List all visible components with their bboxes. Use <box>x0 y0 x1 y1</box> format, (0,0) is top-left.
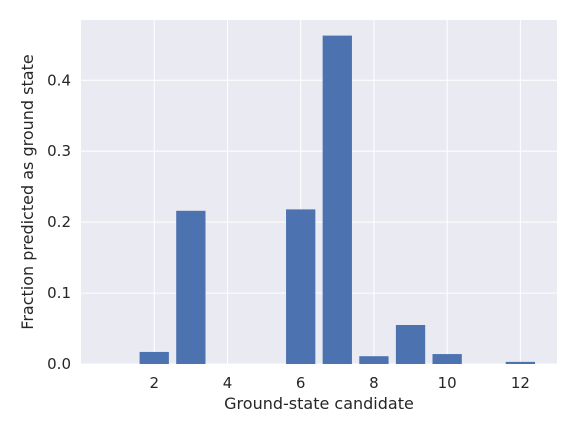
y-tick-label: 0.1 <box>47 284 71 302</box>
x-tick-labels: 2 4 6 8 10 12 <box>149 374 529 392</box>
y-axis-label: Fraction predicted as ground state <box>18 54 37 329</box>
bar-3 <box>176 210 206 364</box>
x-axis-label: Ground-state candidate <box>224 394 414 413</box>
y-tick-label: 0.0 <box>47 355 71 373</box>
x-tick-label: 12 <box>511 374 530 392</box>
bar-12 <box>505 361 536 364</box>
x-tick-label: 6 <box>296 374 306 392</box>
bar-9 <box>395 324 426 364</box>
plot-background <box>81 20 557 364</box>
y-tick-labels: 0.0 0.1 0.2 0.3 0.4 <box>47 71 71 373</box>
y-tick-label: 0.2 <box>47 213 71 231</box>
bar-8 <box>359 356 389 364</box>
x-tick-label: 2 <box>149 374 159 392</box>
x-tick-label: 8 <box>369 374 379 392</box>
bars <box>139 35 536 364</box>
x-tick-label: 4 <box>223 374 233 392</box>
bar-10 <box>432 354 462 364</box>
bar-6 <box>286 209 316 364</box>
x-tick-label: 10 <box>438 374 457 392</box>
y-tick-label: 0.4 <box>47 71 71 89</box>
bar-2 <box>139 351 169 364</box>
bar-7 <box>322 35 352 364</box>
y-tick-label: 0.3 <box>47 142 71 160</box>
